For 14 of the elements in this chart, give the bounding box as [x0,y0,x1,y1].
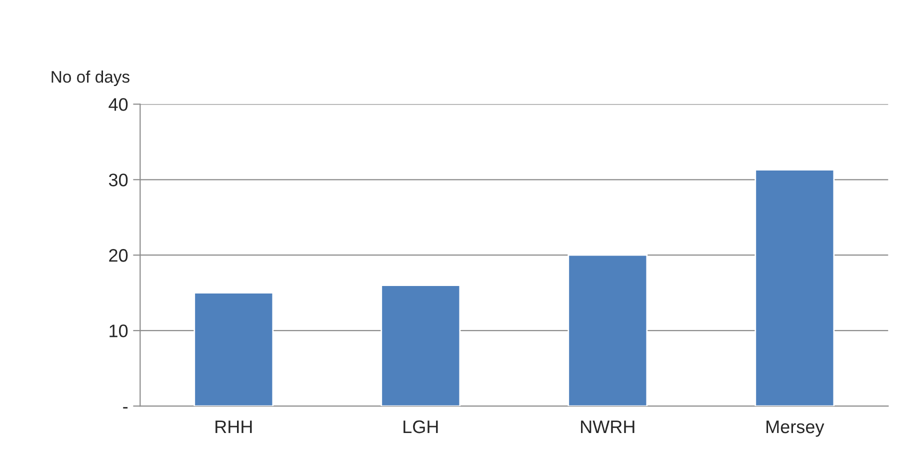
y-axis-title: No of days [52,70,130,86]
bar [754,169,835,406]
y-tick-label: 30 [108,174,128,186]
x-tick-label: RHH [216,420,252,434]
bar [380,284,461,406]
y-tick-label: 20 [109,249,128,262]
x-tick-label: LGH [404,420,438,434]
bar [194,292,274,406]
bar [568,254,648,406]
y-tick-label: - [123,407,128,409]
y-tick-label: 10 [110,324,128,338]
x-tick-label: NWRH [581,420,634,434]
x-tick-label: Mersey [766,420,824,437]
y-tick-label: 40 [108,98,128,111]
